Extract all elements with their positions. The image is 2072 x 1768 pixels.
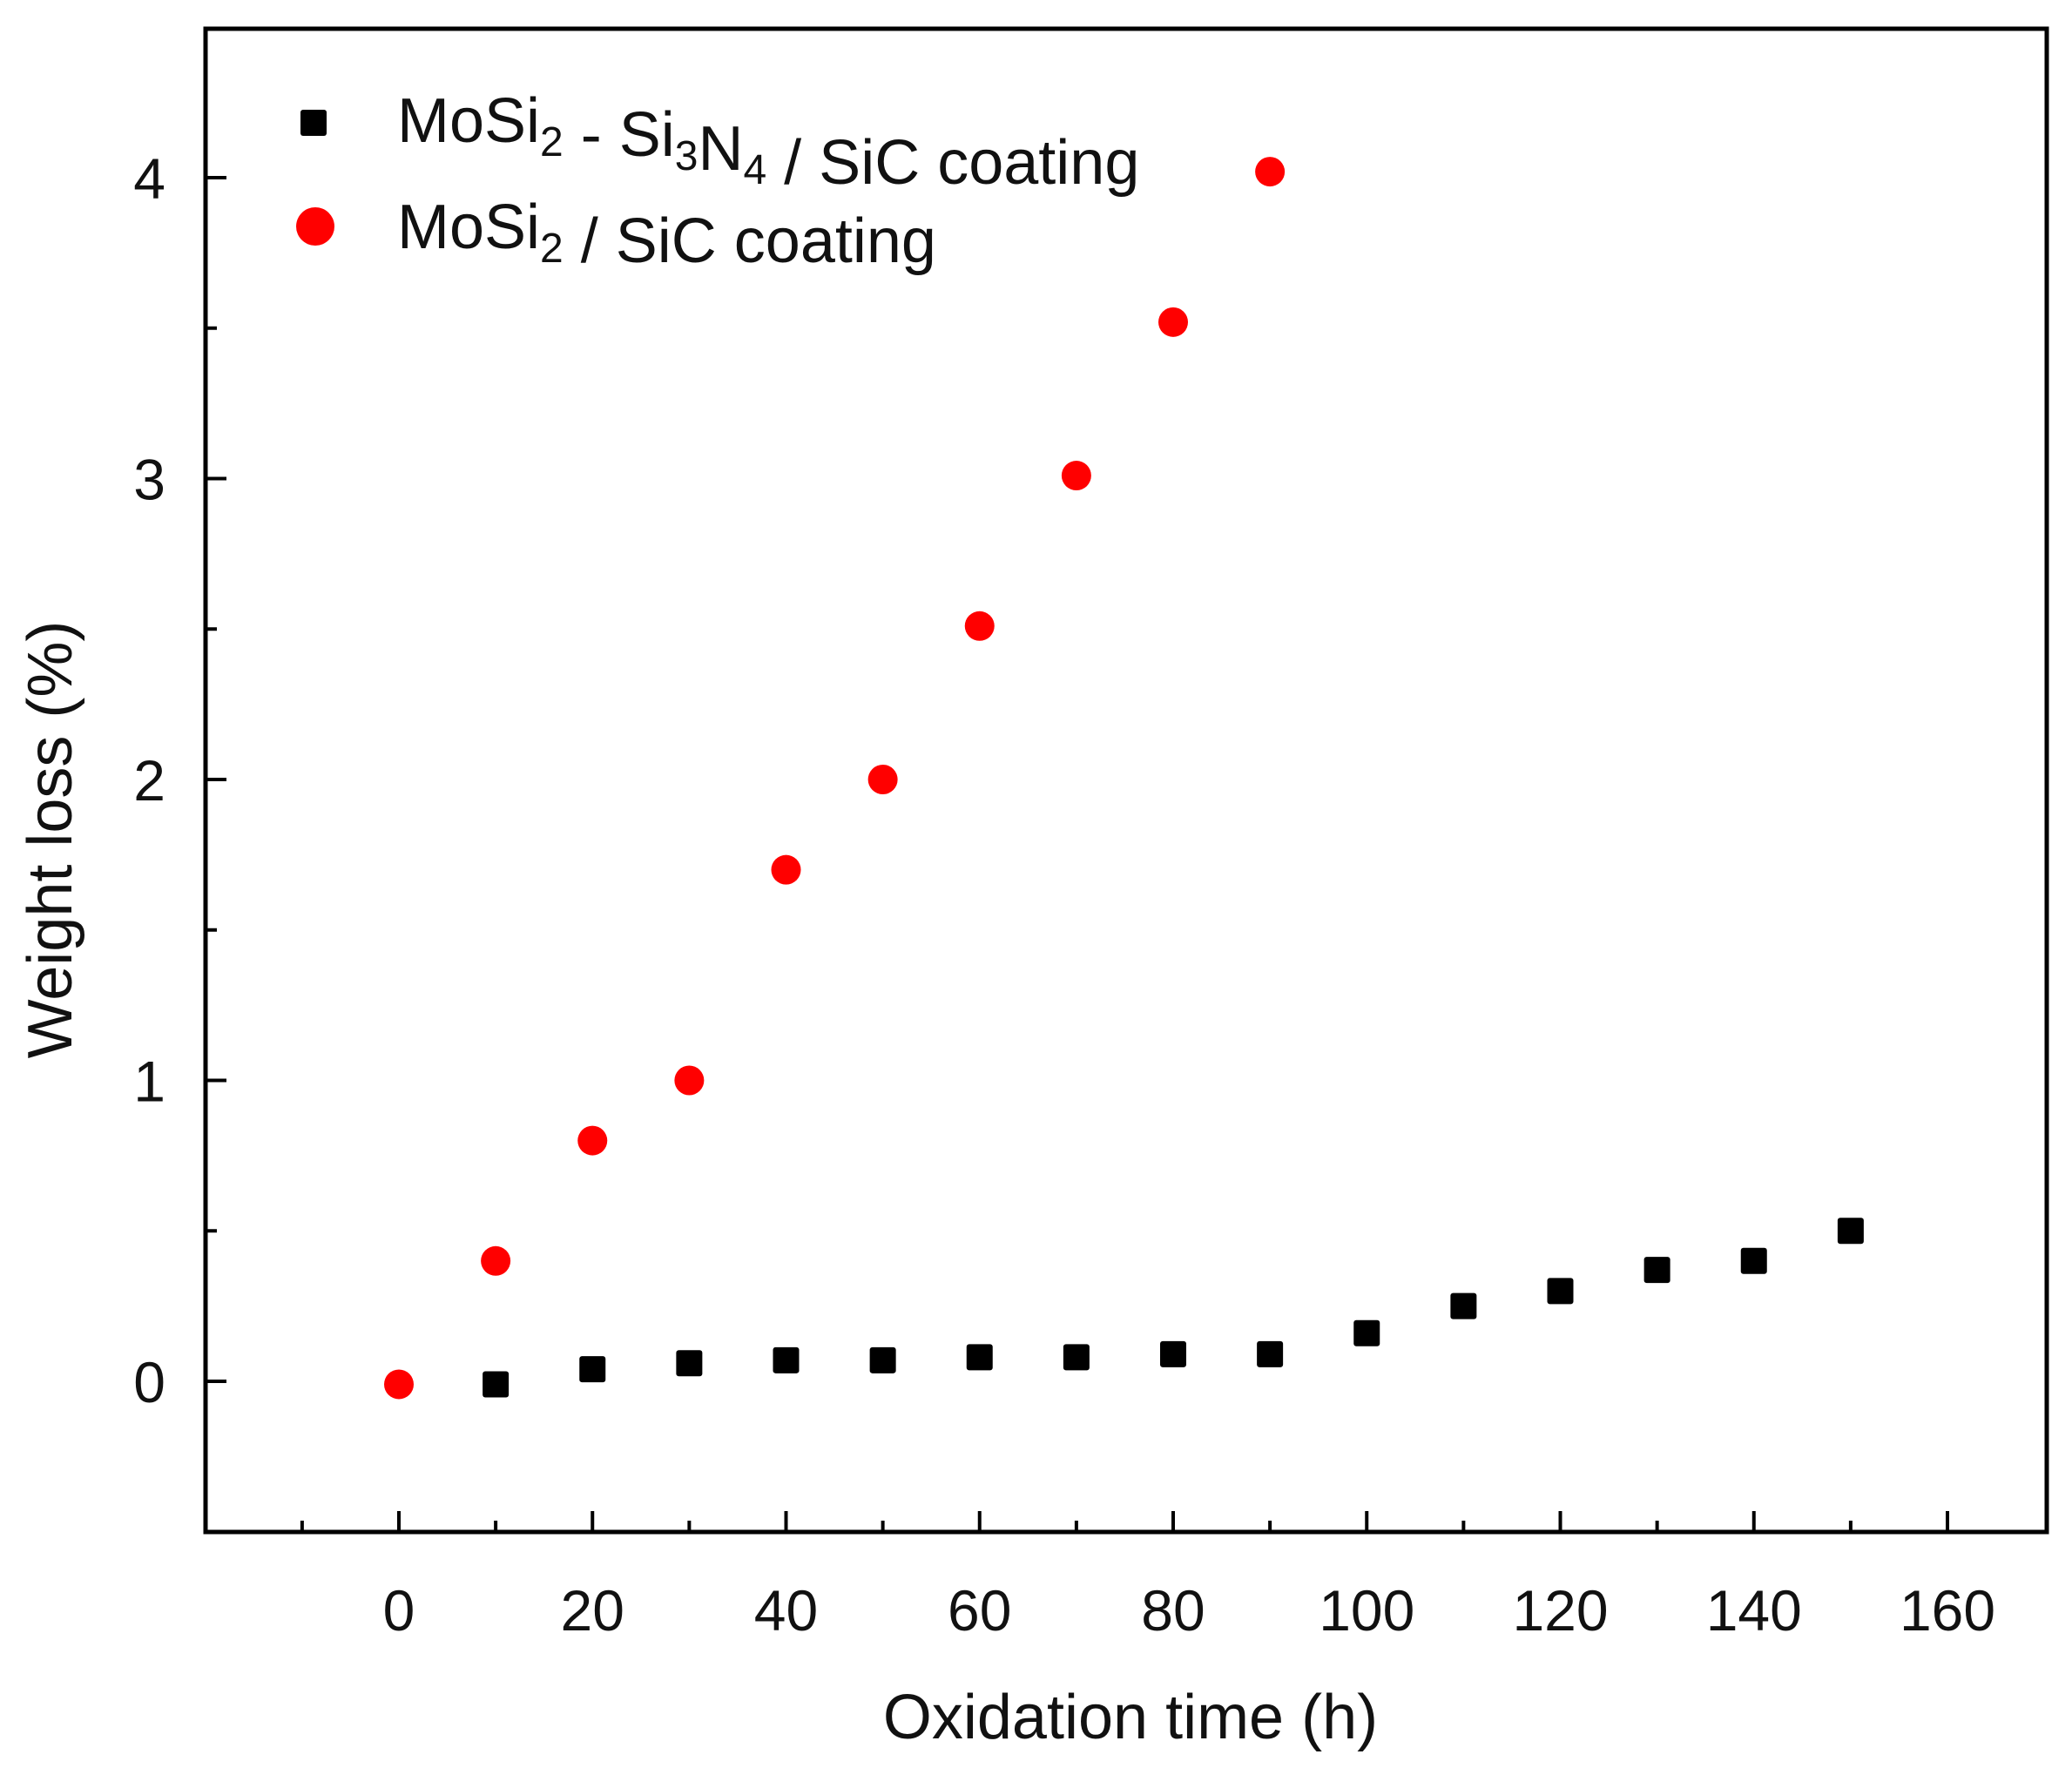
y-tick-label: 3 <box>133 448 165 512</box>
data-point-circle <box>481 1245 511 1276</box>
data-point-square <box>1547 1278 1574 1305</box>
data-point-square <box>579 1356 606 1383</box>
data-point-circle <box>1061 461 1091 491</box>
legend-marker-square <box>300 110 327 136</box>
y-tick-label: 1 <box>133 1049 165 1114</box>
series-1 <box>483 1218 1864 1398</box>
y-axis-title: Weight loss (%) <box>16 621 85 1059</box>
x-tick-label: 40 <box>754 1578 818 1643</box>
legend-marker-circle <box>296 207 334 246</box>
x-tick-label: 140 <box>1706 1578 1802 1643</box>
x-tick-label: 20 <box>561 1578 624 1643</box>
data-point-circle <box>1158 307 1188 337</box>
data-point-square <box>1837 1218 1864 1245</box>
data-point-square <box>869 1346 896 1373</box>
x-tick-label: 120 <box>1512 1578 1608 1643</box>
data-point-circle <box>674 1065 705 1096</box>
data-point-square <box>1450 1292 1477 1319</box>
data-point-circle <box>867 765 898 794</box>
x-tick-label: 60 <box>948 1578 1011 1643</box>
data-point-circle <box>577 1125 608 1156</box>
data-point-square <box>1257 1340 1284 1367</box>
data-point-square <box>1353 1319 1380 1346</box>
data-point-square <box>1160 1340 1186 1367</box>
data-point-circle <box>384 1369 414 1400</box>
y-tick-label: 2 <box>133 748 165 813</box>
legend-label: MoSi2 / SiC coating <box>397 192 936 276</box>
y-tick-label: 4 <box>133 146 165 211</box>
data-point-circle <box>964 611 995 641</box>
data-point-circle <box>771 854 801 885</box>
x-tick-label: 160 <box>1900 1578 1995 1643</box>
data-point-square <box>966 1344 993 1371</box>
data-point-square <box>483 1371 510 1398</box>
y-ticks <box>206 176 226 1534</box>
x-axis-title: Oxidation time (h) <box>883 1683 1378 1752</box>
data-point-square <box>676 1350 703 1377</box>
data-point-circle <box>1255 157 1286 187</box>
series-2 <box>384 157 1286 1400</box>
x-ticks <box>300 1511 1949 1532</box>
data-point-square <box>1643 1257 1670 1284</box>
y-tick-labels: 0 1 2 3 4 <box>133 146 165 1414</box>
x-tick-label: 100 <box>1319 1578 1414 1643</box>
data-points <box>384 157 1864 1400</box>
legend-label: MoSi2 - Si3N4 / SiC coating <box>397 86 1139 198</box>
data-point-square <box>1740 1247 1767 1274</box>
y-tick-label: 0 <box>133 1350 165 1414</box>
data-point-square <box>773 1346 800 1373</box>
x-tick-label: 80 <box>1141 1578 1205 1643</box>
x-tick-labels: 0 20 40 60 80 100 120 140 160 <box>383 1578 1995 1643</box>
x-tick-label: 0 <box>383 1578 415 1643</box>
data-point-square <box>1063 1344 1090 1371</box>
